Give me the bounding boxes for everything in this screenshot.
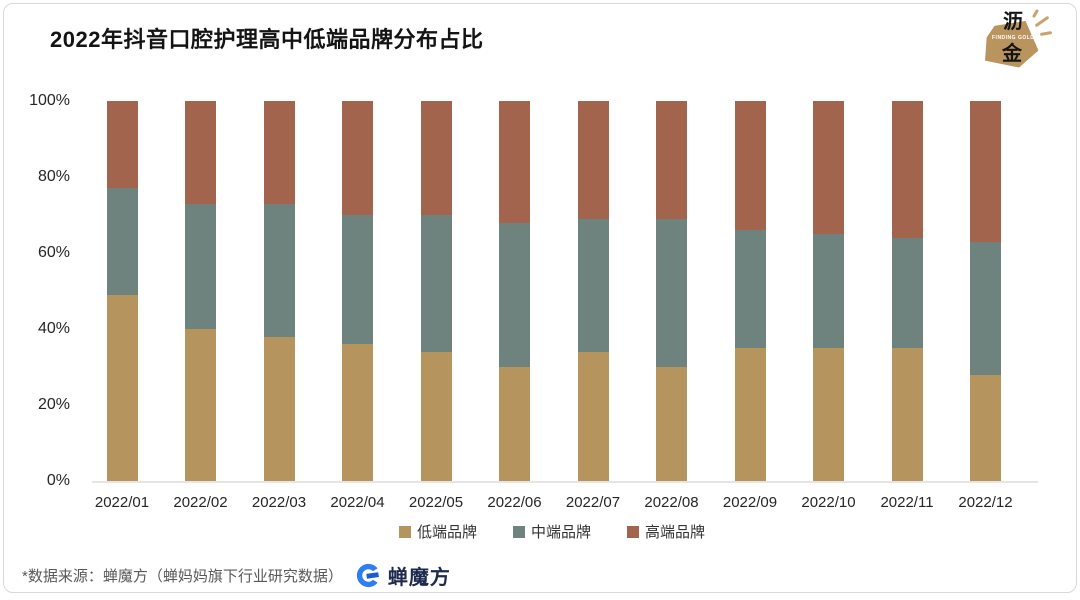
x-tick-label: 2022/03 [251,494,307,511]
bar-segment-低端品牌 [577,351,609,481]
bar-segment-高端品牌 [185,101,216,204]
bar-segment-中端品牌 [970,241,1001,375]
stacked-bar-2022/12 [970,101,1001,481]
legend-swatch-icon [512,525,525,538]
legend-swatch-icon [398,525,411,538]
bar-segment-中端品牌 [106,188,138,295]
legend-label: 高端品牌 [645,524,706,541]
stacked-bar-plot-area [92,101,1038,483]
sparkle-ray-icon [1031,8,1040,19]
x-tick-label: 2022/07 [565,494,621,511]
bar-segment-中端品牌 [185,203,216,329]
lijin-logo: 沥 FINDING GOLD 金 [976,6,1053,78]
sparkle-ray-icon [1039,30,1053,37]
x-tick-label: 2022/09 [722,494,778,511]
chanmofang-logo-icon [356,563,379,588]
badge-char-bottom: 金 [1002,43,1022,65]
stacked-bar-2022/08 [656,101,687,481]
bar-segment-低端品牌 [499,367,530,481]
legend-item-低端品牌: 低端品牌 [398,521,477,542]
bar-segment-高端品牌 [263,101,295,204]
stacked-bar-2022/03 [263,101,295,481]
y-tick-label: 40% [37,320,70,337]
bar-segment-低端品牌 [420,351,452,481]
data-source-note: *数据来源：蝉魔方（蝉妈妈旗下行业研究数据） [22,568,343,585]
bar-segment-低端品牌 [734,348,766,481]
x-tick-label: 2022/05 [408,494,464,511]
x-tick-label: 2022/06 [487,494,542,511]
x-tick-label: 2022/12 [958,494,1013,511]
bar-segment-低端品牌 [185,329,216,481]
bar-segment-中端品牌 [263,203,295,337]
bar-segment-高端品牌 [891,101,923,238]
bar-segment-中端品牌 [813,234,844,348]
chanmofang-brand-text: 蝉魔方 [387,567,451,589]
bar-segment-低端品牌 [656,367,687,481]
x-tick-label: 2022/10 [801,494,856,511]
sparkle-ray-icon [1034,15,1050,28]
x-tick-label: 2022/01 [94,494,150,511]
bar-segment-中端品牌 [656,218,687,367]
legend-label: 中端品牌 [530,524,591,541]
stacked-bar-2022/01 [106,101,138,481]
legend-swatch-icon [627,525,639,538]
stacked-bar-2022/06 [499,101,530,481]
legend-label: 低端品牌 [416,524,477,541]
bar-segment-中端品牌 [499,222,530,367]
y-tick-label: 100% [29,92,70,109]
bar-segment-高端品牌 [342,101,373,216]
legend-item-中端品牌: 中端品牌 [512,521,591,542]
bar-segment-中端品牌 [577,218,609,352]
stacked-bar-2022/11 [891,101,923,481]
x-tick-label: 2022/02 [173,494,228,511]
chart-title: 2022年抖音口腔护理高中低端品牌分布占比 [50,27,484,52]
bar-segment-高端品牌 [420,101,452,216]
badge-char-top: 沥 [1003,11,1023,33]
bar-segment-中端品牌 [420,215,452,352]
bar-segment-低端品牌 [891,348,923,481]
badge-subtext: FINDING GOLD [992,35,1035,41]
bar-segment-低端品牌 [106,294,138,481]
bar-segment-低端品牌 [342,344,373,481]
legend-item-高端品牌: 高端品牌 [627,521,705,542]
bar-segment-高端品牌 [499,101,530,223]
x-tick-label: 2022/04 [330,494,385,511]
x-tick-label: 2022/11 [880,494,934,511]
y-tick-label: 80% [37,168,70,185]
bar-segment-中端品牌 [734,230,766,348]
x-tick-label: 2022/08 [644,494,699,511]
y-tick-label: 60% [37,244,70,261]
stacked-bar-2022/05 [420,101,452,481]
bar-segment-中端品牌 [342,215,373,345]
bar-segment-高端品牌 [656,101,687,219]
bar-segment-低端品牌 [813,348,844,481]
bar-segment-高端品牌 [106,101,138,189]
stacked-bar-2022/10 [813,101,844,481]
bar-segment-高端品牌 [577,101,609,219]
stacked-bar-2022/09 [734,101,766,481]
bar-segment-高端品牌 [813,101,844,234]
bar-segment-高端品牌 [970,101,1001,242]
stacked-bar-2022/02 [185,101,216,481]
bar-segment-低端品牌 [970,374,1001,481]
stacked-bar-2022/07 [577,101,609,481]
bar-segment-中端品牌 [891,237,923,348]
y-tick-label: 20% [37,396,70,413]
footer: *数据来源：蝉魔方（蝉妈妈旗下行业研究数据） 蝉魔方 [22,561,451,590]
y-tick-label: 0% [46,472,70,489]
chart-legend: 低端品牌 中端品牌 高端品牌 [12,521,1080,542]
bar-segment-低端品牌 [263,336,295,481]
stacked-bar-2022/04 [342,101,373,481]
bar-segment-高端品牌 [734,101,766,231]
